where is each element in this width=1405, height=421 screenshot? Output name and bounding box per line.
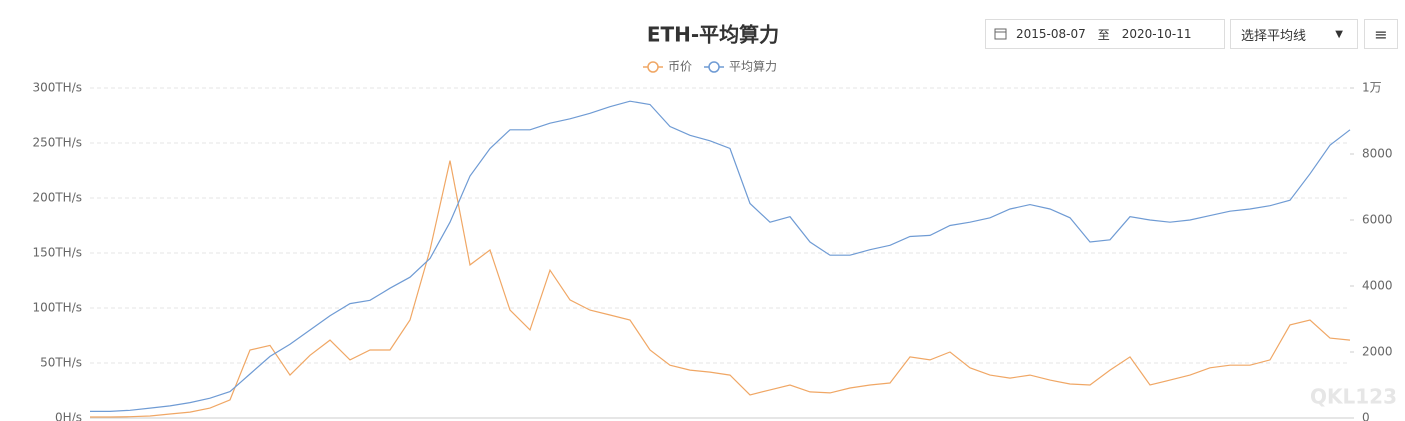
menu-button[interactable]: ≡ [1364, 19, 1398, 49]
y-tick-label: 250TH/s [32, 136, 82, 150]
calendar-icon [994, 28, 1007, 40]
average-select[interactable]: 选择平均线 ▼ [1230, 19, 1358, 49]
legend-marker [708, 61, 720, 73]
y-tick-label: 200TH/s [32, 191, 82, 205]
y-tick-label: 300TH/s [32, 81, 82, 95]
y-tick-label: 100TH/s [32, 301, 82, 315]
y2-tick-label: 0 [1362, 411, 1370, 421]
chart-title: ETH-平均算力 [647, 23, 779, 47]
y2-tick-label: 1万 [1362, 81, 1382, 95]
dropdown-arrow: ▼ [1335, 28, 1343, 40]
series-line [90, 100, 1351, 412]
date-range[interactable]: 2015-08-07 至 2020-10-11 [985, 19, 1225, 49]
start-date: 2015-08-07 [1016, 27, 1086, 41]
watermark: QKL123 [1310, 385, 1397, 409]
y2-tick-label: 2000 [1362, 345, 1393, 359]
y2-tick-label: 4000 [1362, 279, 1393, 293]
series-line [90, 160, 1351, 418]
y-tick-label: 0H/s [55, 411, 82, 421]
y-tick-label: 150TH/s [32, 246, 82, 260]
y2-tick-label: 6000 [1362, 213, 1393, 227]
legend-marker [647, 61, 659, 73]
y2-tick-label: 8000 [1362, 147, 1393, 161]
end-date: 2020-10-11 [1121, 27, 1192, 41]
legend-label: 平均算力 [729, 59, 777, 74]
select-label: 选择平均线 [1241, 28, 1307, 44]
legend-label: 币价 [668, 60, 692, 74]
y-tick-label: 50TH/s [40, 356, 82, 370]
separator: 至 [1097, 27, 1110, 42]
